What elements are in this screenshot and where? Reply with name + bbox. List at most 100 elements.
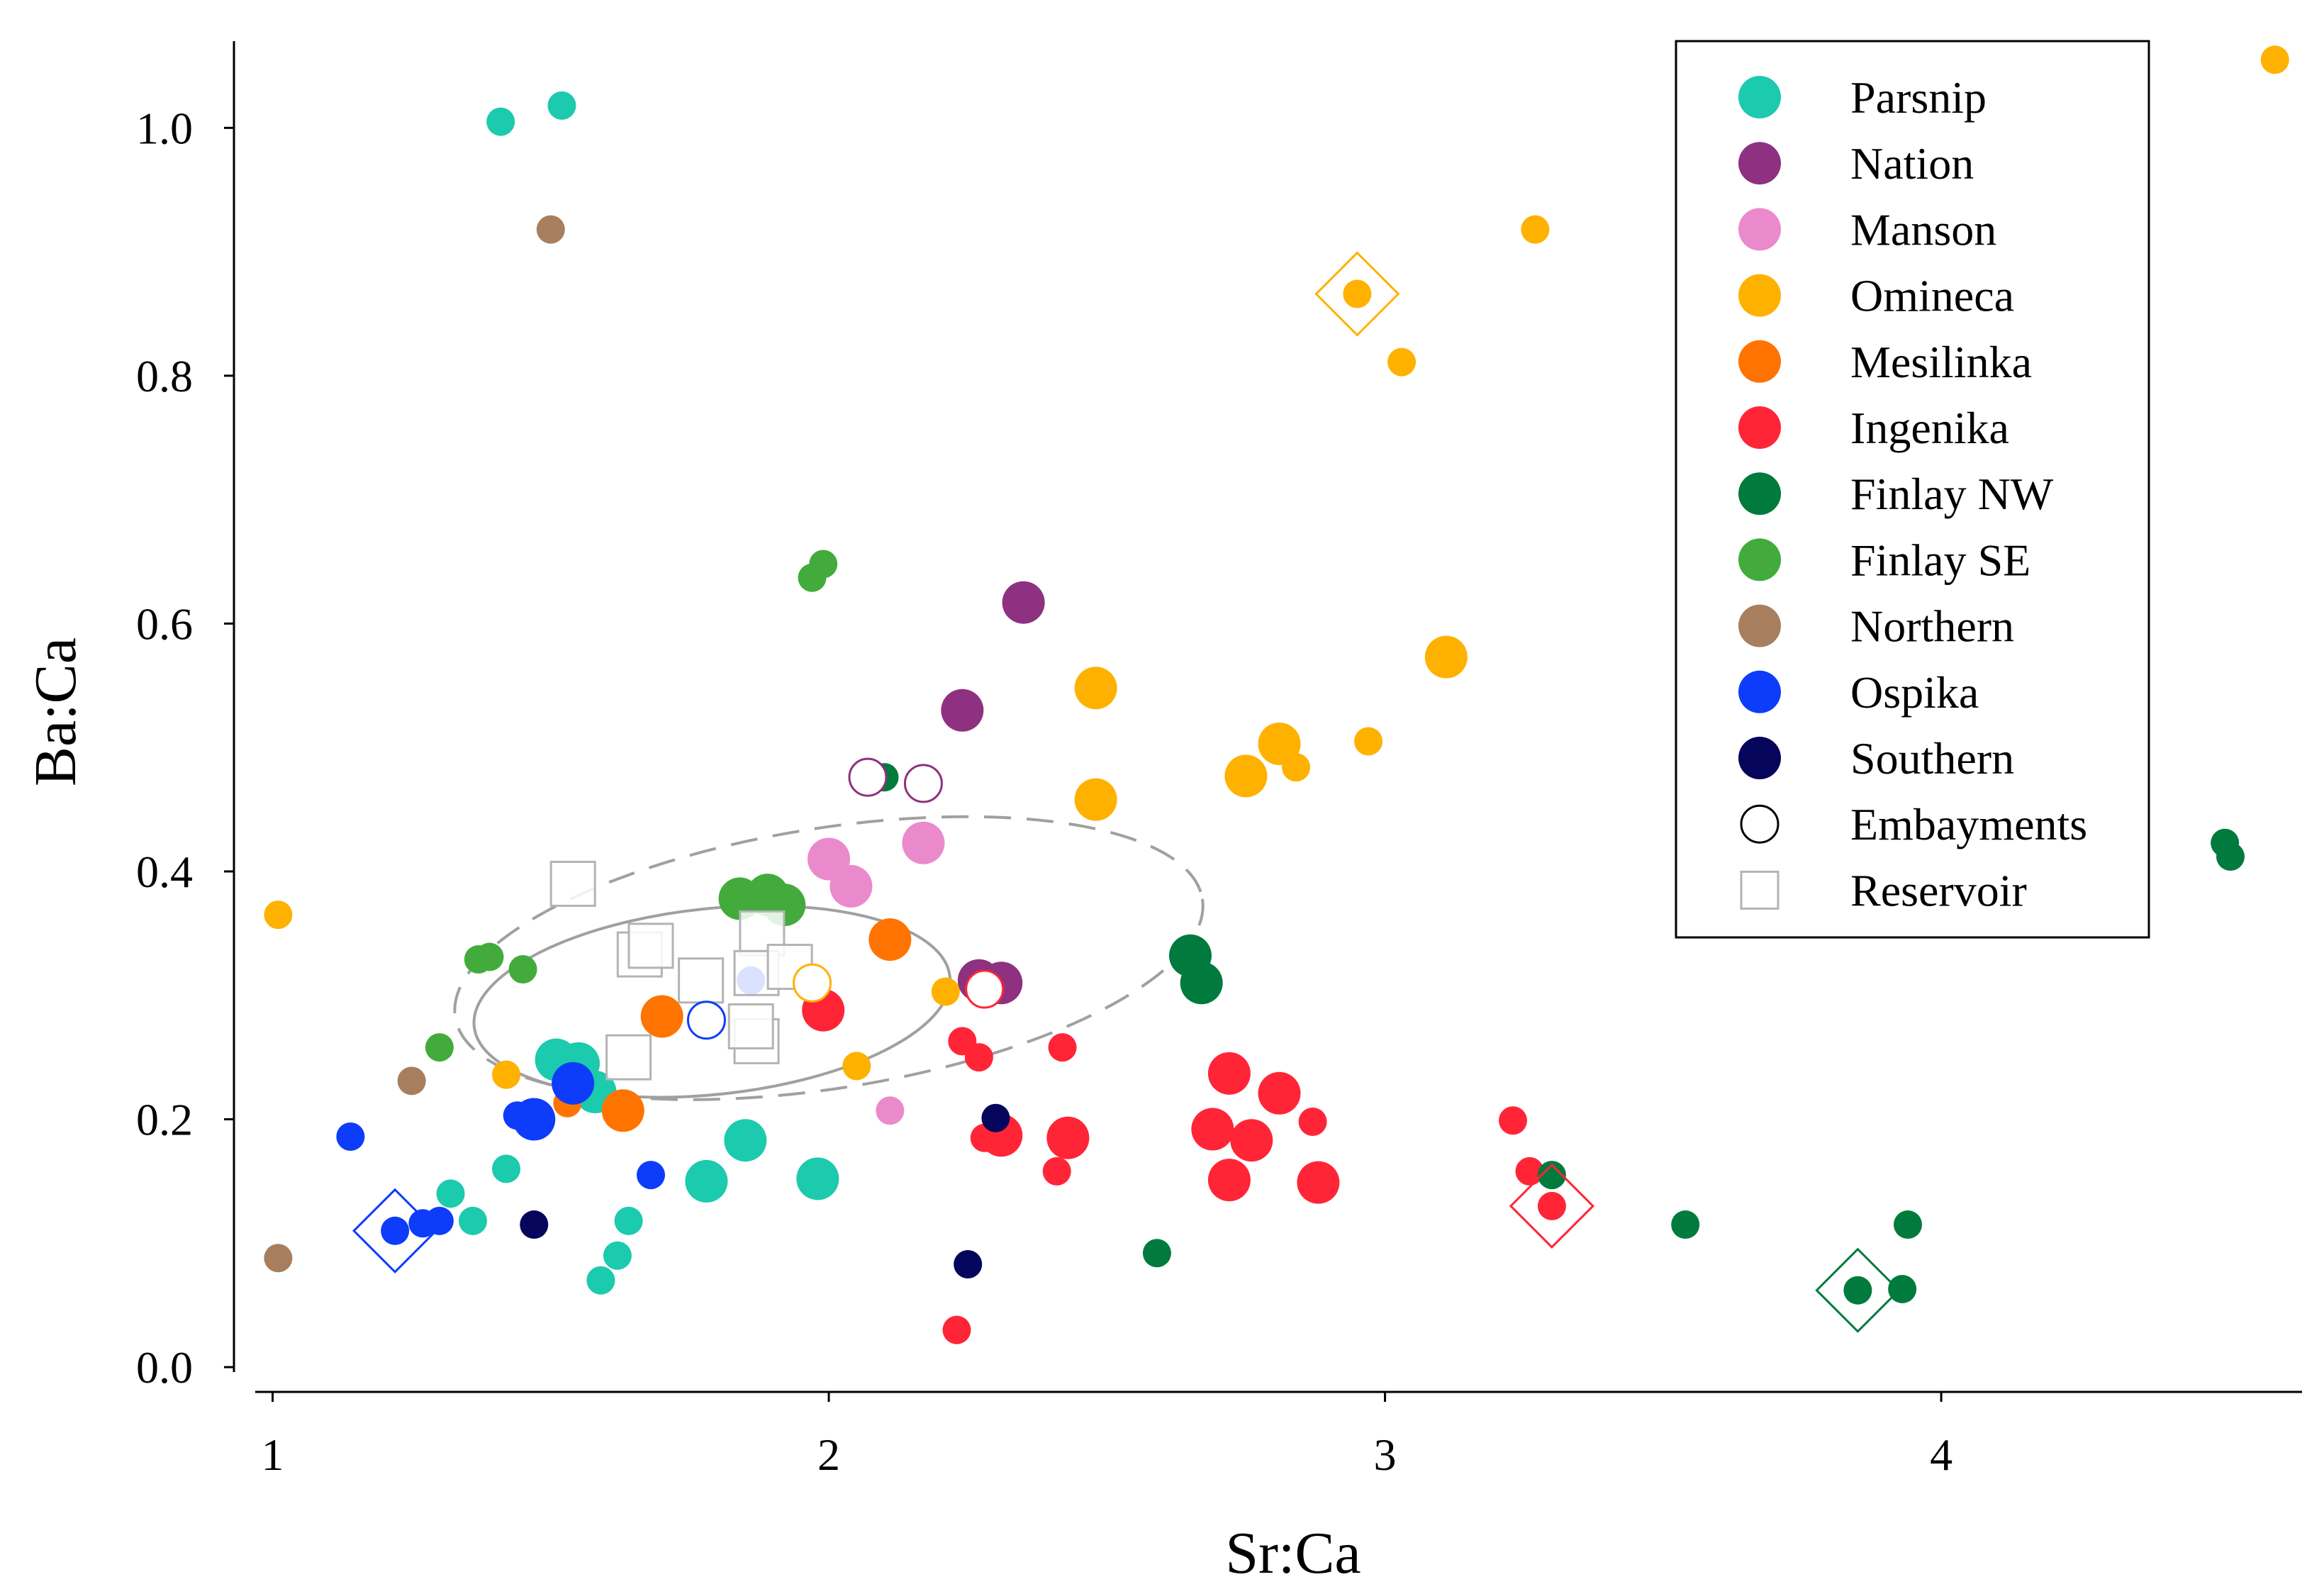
point-omineca xyxy=(492,1060,521,1089)
point-northern xyxy=(536,215,565,244)
point-embayments xyxy=(686,1001,726,1040)
point-reservoir xyxy=(605,1034,652,1081)
legend-label: Finlay NW xyxy=(1850,469,2054,519)
highlight-diamond xyxy=(1314,251,1400,337)
point-manson xyxy=(876,1096,905,1125)
point-finlay-nw xyxy=(1537,1161,1566,1190)
point-parsnip xyxy=(492,1154,521,1183)
point-ingenika xyxy=(1207,1052,1251,1095)
point-finlay-se xyxy=(475,942,504,971)
legend-label: Mesilinka xyxy=(1850,337,2032,387)
point-reservoir xyxy=(727,1003,774,1049)
data-points xyxy=(264,45,2289,1344)
point-mesilinka xyxy=(640,995,683,1038)
legend-item-manson: Manson xyxy=(1738,204,1996,255)
series-ospika xyxy=(336,966,766,1245)
legend-item-omineca: Omineca xyxy=(1738,271,2014,321)
point-ingenika xyxy=(1515,1157,1544,1186)
legend-item-finlay-se: Finlay SE xyxy=(1738,535,2030,585)
point-ingenika xyxy=(1298,1108,1327,1136)
y-axis-title: Ba:Ca xyxy=(23,637,89,786)
x-tick-label: 3 xyxy=(1374,1429,1397,1480)
legend-label: Omineca xyxy=(1850,271,2014,321)
legend-item-embayments: Embayments xyxy=(1740,799,2087,849)
legend-label: Nation xyxy=(1850,138,1974,189)
legend-marker xyxy=(1740,804,1780,844)
series-ingenika xyxy=(802,988,1566,1344)
point-ospika xyxy=(552,1061,595,1105)
legend-item-southern: Southern xyxy=(1738,733,2014,784)
point-omineca xyxy=(1424,635,1468,679)
series-omineca xyxy=(264,45,2289,1089)
point-southern xyxy=(520,1210,549,1239)
confidence-ellipse-dashed xyxy=(453,815,1205,1101)
series-southern xyxy=(520,1103,1010,1278)
axis-ticks: 1 2 3 4 0.0 0.2 0.4 0.6 0.8 1.0 xyxy=(136,103,1953,1480)
series-finlay-se xyxy=(425,550,838,1062)
point-ingenika xyxy=(1191,1108,1234,1151)
point-mesilinka xyxy=(601,1089,644,1132)
point-reservoir xyxy=(739,910,786,957)
x-tick-label: 2 xyxy=(817,1429,840,1480)
series-manson xyxy=(808,821,945,1125)
y-tick-label: 0.2 xyxy=(136,1095,193,1145)
point-ingenika xyxy=(942,1315,971,1344)
legend-item-finlay-nw: Finlay NW xyxy=(1738,469,2054,519)
highlight-diamonds xyxy=(352,251,1901,1333)
x-tick-label: 1 xyxy=(262,1429,284,1480)
point-ingenika xyxy=(964,1043,993,1072)
point-finlay-nw xyxy=(1180,962,1223,1005)
point-omineca xyxy=(931,977,960,1006)
legend-item-ospika: Ospika xyxy=(1738,667,1979,718)
point-omineca xyxy=(1282,753,1311,782)
point-reservoir xyxy=(549,860,596,907)
point-parsnip xyxy=(614,1206,643,1235)
legend-label: Parsnip xyxy=(1850,72,1987,123)
legend-label: Northern xyxy=(1850,601,2014,652)
point-reservoir xyxy=(627,923,674,969)
point-ingenika xyxy=(1046,1116,1090,1159)
x-tick-label: 4 xyxy=(1930,1429,1953,1480)
point-nation xyxy=(1002,581,1045,624)
legend-marker xyxy=(1738,142,1781,185)
legend-item-mesilinka: Mesilinka xyxy=(1738,337,2032,387)
highlight-diamond xyxy=(352,1188,438,1273)
point-ingenika xyxy=(1258,1071,1301,1115)
point-omineca xyxy=(1387,347,1417,377)
confidence-ellipse-solid xyxy=(472,904,952,1099)
series-mesilinka xyxy=(553,918,912,1132)
point-nation xyxy=(941,689,984,732)
point-omineca xyxy=(2260,45,2289,74)
point-parsnip xyxy=(547,91,576,120)
legend-marker xyxy=(1740,870,1780,910)
legend-item-reservoir: Reservoir xyxy=(1740,865,2027,915)
legend-marker xyxy=(1738,76,1781,118)
point-omineca xyxy=(1521,215,1550,244)
legend-item-northern: Northern xyxy=(1738,601,2014,652)
point-embayments xyxy=(848,757,888,797)
point-finlay-se xyxy=(508,955,537,984)
legend-marker xyxy=(1738,737,1781,779)
point-finlay-nw xyxy=(1888,1274,1917,1303)
point-ingenika xyxy=(1048,1033,1077,1062)
legend-marker xyxy=(1738,274,1781,317)
point-manson xyxy=(902,821,945,864)
point-embayments xyxy=(793,963,832,1003)
legend-label: Finlay SE xyxy=(1850,535,2030,585)
legend: Parsnip Nation Manson Omineca Mesilinka Ingen… xyxy=(1675,40,2150,939)
point-ingenika xyxy=(1230,1119,1273,1162)
legend-label: Embayments xyxy=(1850,799,2087,849)
point-northern xyxy=(264,1244,293,1273)
highlight-diamond xyxy=(1815,1247,1901,1333)
point-omineca xyxy=(1354,727,1383,756)
y-tick-label: 0.4 xyxy=(136,847,193,897)
point-parsnip xyxy=(685,1159,728,1203)
point-ospika xyxy=(425,1206,454,1235)
point-northern xyxy=(397,1066,426,1096)
series-embayments xyxy=(686,757,1005,1040)
legend-marker xyxy=(1738,406,1781,449)
point-parsnip xyxy=(796,1157,839,1200)
series-parsnip xyxy=(436,91,839,1295)
point-embayments xyxy=(965,969,1005,1009)
legend-label: Ospika xyxy=(1850,667,1979,718)
